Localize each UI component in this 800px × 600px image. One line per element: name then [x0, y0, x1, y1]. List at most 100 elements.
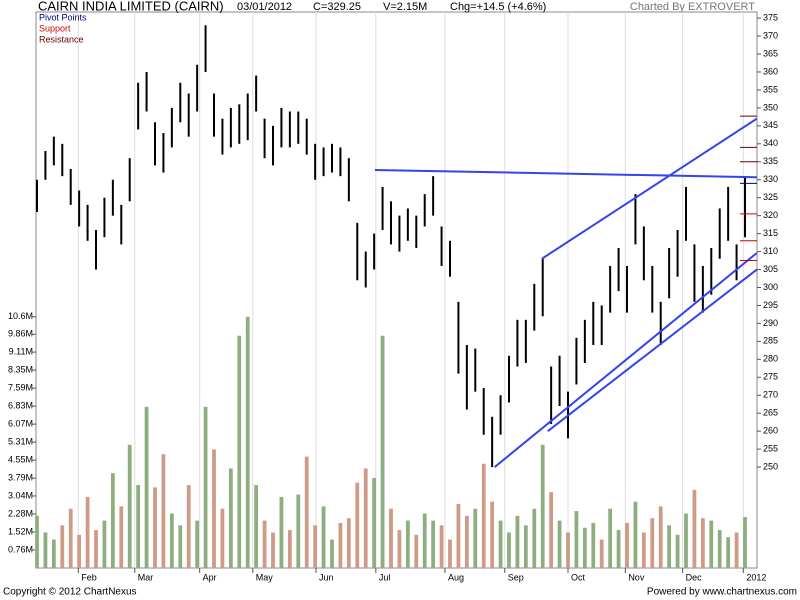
volume-bar [439, 525, 444, 568]
volume-bar [136, 485, 141, 568]
plot-frame [35, 11, 758, 569]
volume-bar [330, 539, 334, 568]
y-tick-label: 270 [763, 390, 778, 400]
y2-tick-label: 1.52M [8, 526, 33, 536]
y-tick-label: 310 [763, 246, 778, 256]
x-tick-label: Sep [508, 572, 524, 582]
volume-bar [675, 534, 680, 568]
credit: Charted By EXTROVERT [630, 1, 755, 13]
y2-tick-label: 9.86M [8, 329, 33, 339]
x-tick-label: Mar [138, 572, 154, 582]
volume-bar [43, 532, 48, 568]
volume-bar [51, 539, 56, 568]
volume-bar [321, 506, 326, 568]
y-tick-label: 280 [763, 354, 778, 364]
volume-bar [85, 496, 90, 568]
y2-tick-label: 6.83M [8, 401, 33, 411]
volume-bar [186, 485, 191, 568]
volume-bar [127, 444, 132, 568]
volume-bar [262, 520, 267, 568]
y2-tick-label: 0.76M [8, 544, 33, 554]
volume-bar [431, 520, 436, 568]
trendline [374, 169, 757, 179]
y-tick-label: 330 [763, 174, 778, 184]
y-tick-label: 355 [763, 84, 778, 94]
volume-bar [68, 508, 73, 568]
x-tick-label: Oct [571, 572, 586, 582]
y2-tick-label: 3.79M [8, 473, 33, 483]
volume-bar [363, 468, 368, 568]
y-tick-label: 255 [763, 443, 778, 453]
y-tick-label: 370 [763, 30, 778, 40]
volume-bar [203, 406, 208, 568]
volume-bar [532, 508, 537, 568]
x-tick-label: 2012 [746, 572, 766, 582]
y2-tick-label: 7.59M [8, 382, 33, 392]
volume-bar [119, 506, 124, 568]
volume-bar [625, 522, 629, 568]
x-tick-label: Apr [203, 572, 217, 582]
y-tick-label: 365 [763, 48, 778, 58]
volume-bar [414, 534, 419, 568]
x-tick-label: May [256, 572, 274, 582]
x-tick-label: Jun [319, 572, 334, 582]
volume-bar [422, 513, 427, 568]
footer-right: Powered by www.chartnexus.com [647, 587, 797, 598]
y-tick-label: 375 [763, 12, 778, 22]
volume-bar [498, 520, 503, 568]
volume-bar [709, 520, 714, 568]
volume-bar [608, 508, 613, 568]
volume-bar [144, 406, 149, 568]
volume-bar [448, 539, 452, 568]
x-tick-label: Jul [379, 572, 391, 582]
volume-bar [599, 539, 604, 568]
volume-bar [658, 506, 663, 568]
trendline [494, 252, 758, 468]
volume-bar [616, 530, 621, 568]
volume-bar [523, 525, 528, 568]
volume-bar [692, 489, 697, 568]
volume-bar [566, 532, 570, 568]
chart-title: CAIRN INDIA LIMITED (CAIRN) [38, 0, 224, 13]
volume-bar [641, 532, 646, 568]
y-tick-label: 335 [763, 156, 778, 166]
y2-tick-label: 3.04M [8, 490, 33, 500]
volume-bar [346, 518, 351, 568]
x-tick-label: Feb [81, 572, 97, 582]
volume-bar [481, 463, 486, 568]
y-tick-label: 295 [763, 300, 778, 310]
volume-bar [212, 449, 216, 568]
y-tick-label: 315 [763, 228, 778, 238]
y-tick-label: 360 [763, 66, 778, 76]
y-tick-label: 340 [763, 138, 778, 148]
volume-bar [195, 520, 200, 568]
legend-entry: Resistance [39, 34, 84, 44]
volume-bar [102, 520, 107, 568]
volume-bar [153, 487, 157, 568]
volume-bar [313, 525, 318, 568]
volume-bar [355, 482, 360, 568]
y2-tick-label: 9.11M [9, 346, 33, 356]
volume-bar [540, 444, 545, 568]
y-tick-label: 250 [763, 461, 778, 471]
y2-tick-label: 6.07M [8, 419, 33, 429]
y2-tick-label: 4.55M [8, 455, 33, 465]
trendline [547, 268, 758, 432]
date: 03/01/2012 [237, 1, 292, 13]
volume-bar [161, 454, 166, 568]
y-tick-label: 275 [763, 372, 778, 382]
volume-bar [667, 525, 672, 568]
volume-bar [271, 532, 275, 568]
x-tick-label: Aug [448, 572, 464, 582]
volume-bar [296, 494, 301, 568]
volume-bar [515, 515, 520, 568]
volume-bar [684, 513, 688, 568]
volume-bar [338, 522, 343, 568]
change-text: Chg=+14.5 (+4.6%) [450, 1, 546, 13]
volume-text: V=2.15M [383, 1, 427, 13]
y-tick-label: 285 [763, 336, 778, 346]
x-tick-label: Nov [628, 572, 645, 582]
volume-bar [726, 537, 731, 568]
